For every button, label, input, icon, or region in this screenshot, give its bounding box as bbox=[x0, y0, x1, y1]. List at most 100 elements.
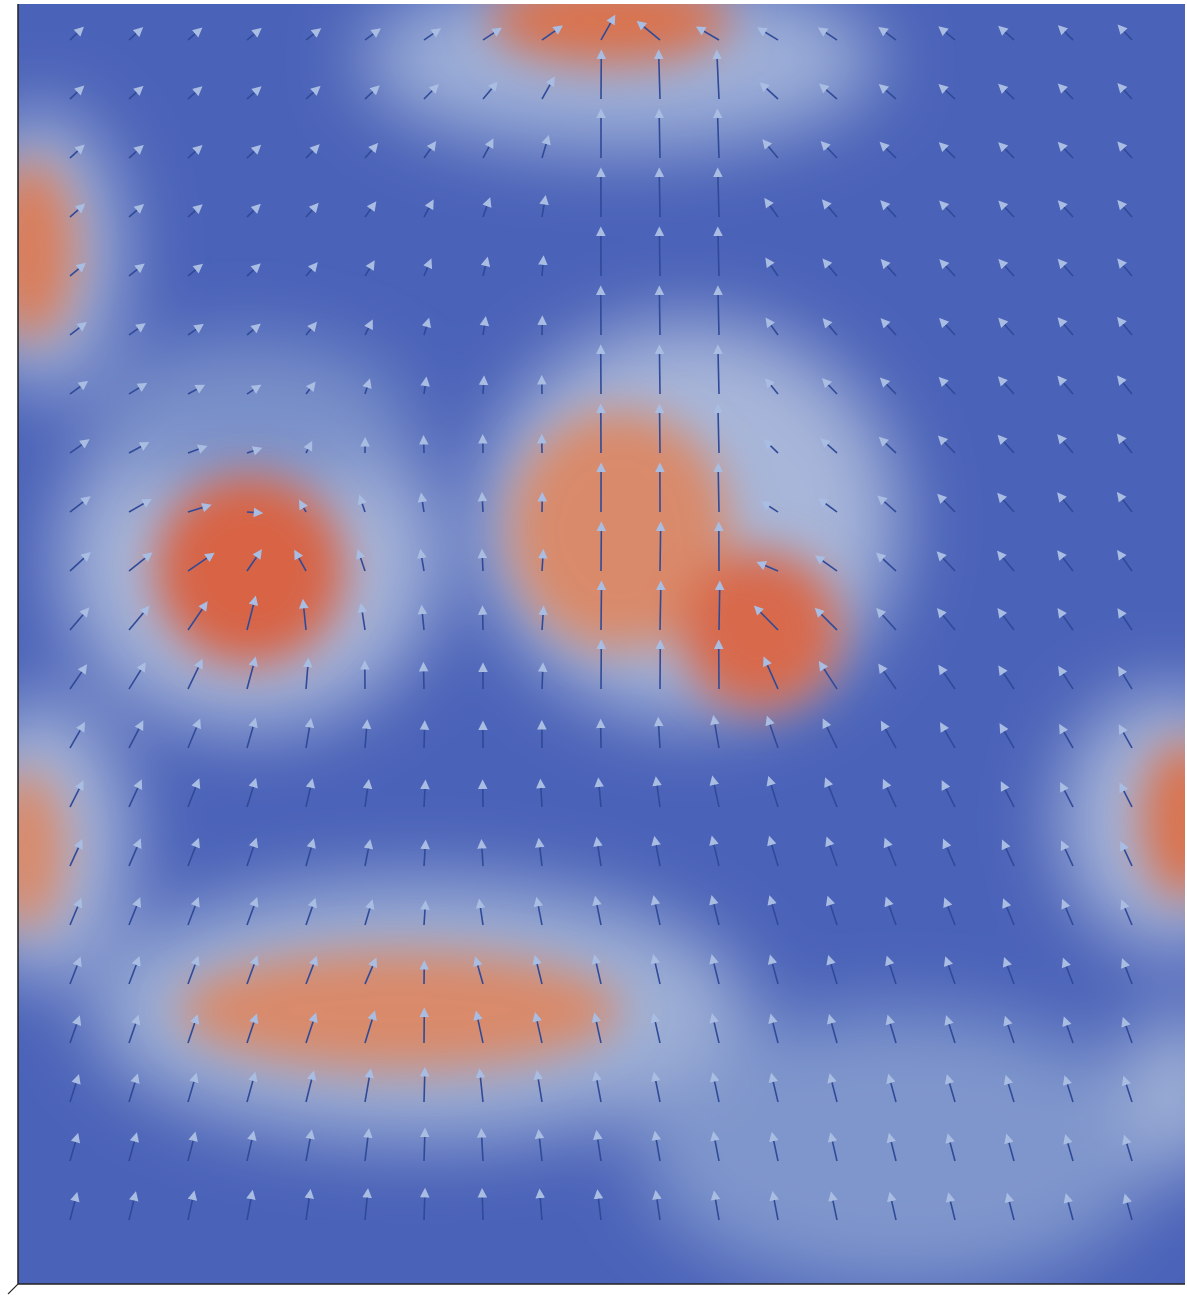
vector-arrow bbox=[69, 439, 90, 454]
vector-arrow bbox=[1003, 1074, 1015, 1103]
hotspot-left-edge-lower bbox=[18, 770, 65, 930]
vector-arrow bbox=[879, 141, 897, 159]
vector-arrow bbox=[593, 1189, 604, 1221]
vector-arrow bbox=[826, 954, 838, 985]
vector-arrow bbox=[187, 778, 201, 808]
vector-arrow bbox=[246, 27, 262, 41]
vector-arrow bbox=[304, 1188, 314, 1221]
vector-arrow bbox=[305, 955, 318, 985]
vector-arrow bbox=[636, 20, 661, 41]
vector-arrow bbox=[596, 580, 607, 631]
vector-arrow bbox=[128, 382, 148, 395]
vector-arrow bbox=[69, 1132, 81, 1162]
vector-arrow bbox=[362, 779, 373, 808]
vector-arrow bbox=[246, 446, 263, 456]
vector-arrow bbox=[362, 1188, 372, 1221]
vector-arrow bbox=[478, 375, 489, 395]
vector-arrow bbox=[880, 258, 897, 277]
vector-arrow bbox=[1120, 840, 1133, 867]
vector-arrow bbox=[654, 344, 665, 395]
vector-arrow bbox=[128, 720, 144, 749]
vector-arrow bbox=[709, 1013, 720, 1044]
vector-arrow bbox=[713, 344, 723, 395]
vector-arrow bbox=[187, 658, 203, 690]
vector-arrow bbox=[941, 780, 956, 808]
vector-arrow bbox=[187, 86, 203, 100]
vector-arrow bbox=[480, 256, 491, 277]
vector-arrow bbox=[304, 717, 315, 749]
vector-arrow bbox=[246, 896, 259, 926]
vector-arrow bbox=[1121, 1075, 1133, 1103]
vector-arrow bbox=[997, 608, 1015, 631]
vector-arrow bbox=[814, 607, 838, 631]
vector-arrow bbox=[936, 607, 956, 631]
vector-arrow bbox=[652, 776, 662, 808]
vector-arrow bbox=[364, 260, 375, 277]
vector-arrow bbox=[423, 141, 437, 159]
vector-arrow bbox=[1122, 1193, 1133, 1221]
vector-arrow bbox=[712, 108, 723, 159]
vector-arrow bbox=[1000, 781, 1015, 808]
vector-arrow bbox=[1057, 317, 1074, 336]
vector-arrow bbox=[761, 501, 779, 513]
vector-arrow bbox=[769, 1190, 779, 1221]
vector-arrow bbox=[1117, 666, 1133, 690]
vector-arrow bbox=[473, 956, 484, 985]
vector-arrow bbox=[1057, 200, 1074, 218]
vector-arrow bbox=[1057, 258, 1074, 277]
vector-arrow bbox=[827, 1132, 838, 1162]
vector-arrow bbox=[69, 780, 84, 808]
vector-arrow bbox=[357, 602, 368, 631]
vector-arrow bbox=[128, 661, 146, 690]
vector-arrow bbox=[187, 204, 203, 218]
vector-arrow bbox=[1063, 1193, 1074, 1221]
vector-arrow bbox=[939, 200, 956, 218]
vector-arrow bbox=[69, 321, 87, 336]
vector-arrow bbox=[709, 894, 720, 926]
vector-arrow bbox=[305, 202, 319, 218]
vector-arrow bbox=[710, 1190, 721, 1221]
vector-arrow bbox=[654, 226, 665, 277]
vector-arrow bbox=[762, 139, 779, 159]
vector-arrow bbox=[938, 142, 956, 159]
vector-arrow bbox=[128, 144, 144, 159]
vector-arrow bbox=[764, 197, 779, 218]
vector-arrow bbox=[713, 462, 724, 513]
vector-arrow bbox=[128, 1073, 140, 1103]
vector-arrow bbox=[651, 835, 661, 867]
vector-arrow bbox=[653, 716, 664, 749]
vector-arrow bbox=[886, 1073, 897, 1103]
vector-arrow bbox=[878, 26, 897, 41]
vector-arrow bbox=[769, 1131, 779, 1162]
vector-arrow bbox=[69, 85, 85, 100]
vector-arrow bbox=[654, 285, 665, 336]
vector-arrow bbox=[69, 664, 88, 690]
vector-arrow bbox=[887, 1191, 897, 1221]
vector-arrow bbox=[69, 1191, 80, 1221]
vector-arrow bbox=[187, 1072, 199, 1103]
vector-arrow bbox=[768, 1013, 779, 1044]
vector-arrow bbox=[1117, 258, 1133, 277]
vector-arrow bbox=[652, 1189, 662, 1221]
vector-arrow bbox=[650, 954, 661, 985]
vector-arrow bbox=[419, 720, 430, 749]
vector-arrow bbox=[877, 495, 897, 513]
vector-arrow bbox=[294, 549, 307, 572]
vector-arrow bbox=[884, 896, 897, 926]
vector-arrow bbox=[305, 28, 322, 41]
vector-arrow bbox=[593, 1129, 603, 1162]
vector-arrow bbox=[878, 436, 897, 454]
vector-arrow bbox=[765, 257, 779, 277]
vector-arrow bbox=[654, 49, 664, 100]
vector-arrow bbox=[814, 555, 838, 572]
vector-arrow bbox=[246, 777, 258, 808]
vector-arrow bbox=[937, 435, 956, 454]
vector-arrow bbox=[824, 777, 838, 808]
vector-arrow bbox=[305, 1129, 315, 1162]
vector-arrow bbox=[128, 323, 146, 336]
vector-arrow bbox=[655, 580, 666, 631]
vector-arrow bbox=[820, 438, 838, 454]
vector-arrow bbox=[479, 316, 490, 336]
vector-arrow bbox=[1004, 1133, 1015, 1162]
